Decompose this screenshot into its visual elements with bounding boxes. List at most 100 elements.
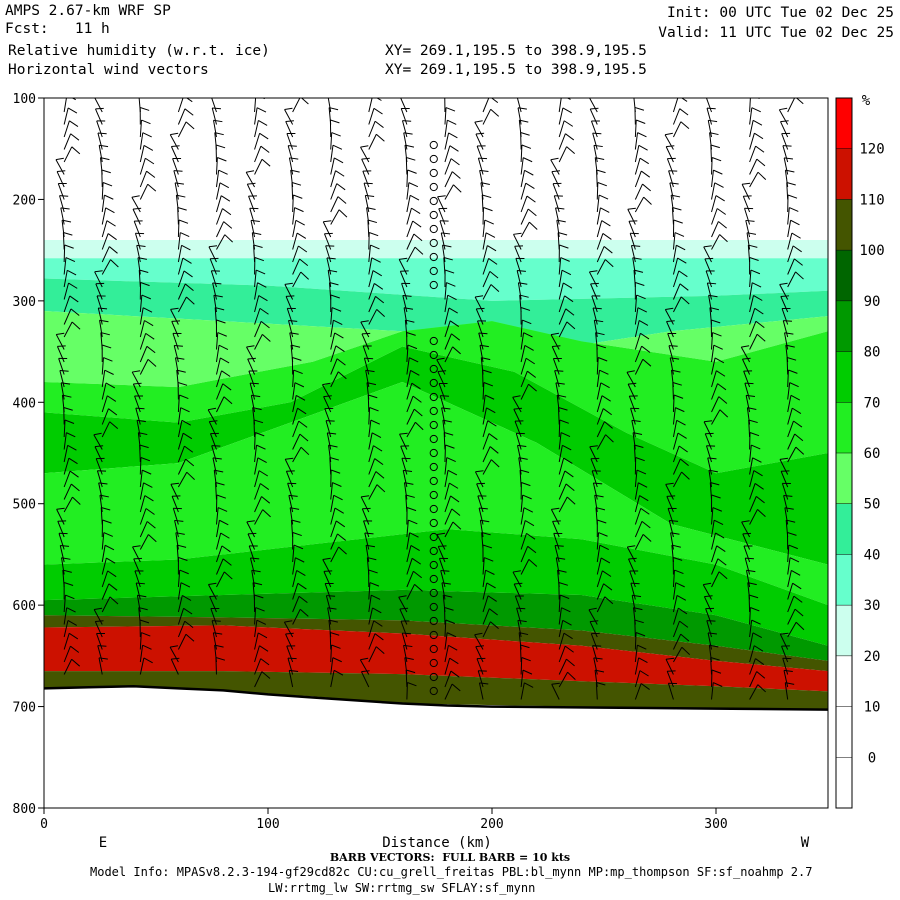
colorbar-label: 10: [864, 700, 881, 716]
wind-barb: [749, 684, 767, 700]
wind-barb: [672, 296, 690, 313]
calm-wind-circle: [429, 462, 438, 472]
wind-barb: [177, 620, 194, 638]
colorbar-label: 100: [859, 243, 884, 259]
calm-wind-circle: [429, 686, 438, 696]
wind-barb: [286, 132, 296, 150]
wind-barb: [254, 158, 271, 175]
wind-barb: [740, 345, 751, 363]
wind-barb: [558, 146, 576, 163]
wind-barb: [628, 557, 637, 575]
wind-barb: [477, 320, 487, 338]
wind-barb: [704, 257, 714, 275]
wind-barb: [787, 98, 804, 113]
wind-barb: [177, 633, 195, 650]
wind-barb: [596, 382, 610, 400]
wind-barb: [330, 669, 344, 688]
wind-barb: [211, 107, 222, 125]
wind-barb: [591, 470, 601, 488]
wind-barb: [365, 369, 375, 388]
wind-barb: [287, 482, 297, 500]
wind-barb: [634, 119, 646, 138]
wind-barb: [596, 369, 609, 388]
x-tick-label: 200: [480, 817, 503, 832]
wind-barb: [406, 194, 420, 213]
wind-barb: [171, 320, 181, 338]
wind-barb: [596, 519, 607, 538]
wind-barb: [482, 284, 500, 300]
wind-barb: [139, 657, 153, 675]
wind-barb: [287, 657, 297, 675]
wind-barb: [292, 433, 309, 450]
calm-wind-circle: [429, 658, 438, 668]
wind-barb: [444, 444, 455, 463]
calm-wind-circle: [429, 280, 438, 290]
wind-barb: [292, 595, 308, 613]
wind-barb: [520, 344, 534, 363]
wind-barb: [668, 520, 679, 538]
rh-band-8: [44, 589, 828, 661]
wind-barb: [481, 194, 492, 213]
wind-barb: [551, 345, 561, 363]
wind-barb: [556, 219, 566, 238]
wind-barb: [292, 532, 302, 550]
wind-barb: [668, 170, 678, 188]
wind-barb: [596, 570, 612, 588]
wind-barb: [517, 619, 527, 638]
wind-barb: [711, 558, 727, 575]
wind-barb: [285, 120, 294, 138]
wind-barb: [96, 632, 105, 650]
calm-wind-circle: [429, 252, 438, 262]
wind-barb: [401, 120, 412, 138]
wind-barb: [254, 145, 270, 163]
wind-barb: [711, 344, 723, 363]
wind-barb: [101, 557, 116, 575]
wind-barb: [711, 545, 726, 563]
wind-barb: [368, 569, 378, 588]
wind-barb: [672, 270, 688, 288]
wind-barb: [406, 408, 423, 425]
wind-barb: [254, 295, 268, 313]
wind-barb: [368, 407, 379, 425]
wind-barb: [749, 607, 760, 625]
barb-vector-note: BARB VECTORS: FULL BARB = 10 kts: [329, 851, 571, 864]
wind-barb: [399, 270, 409, 288]
wind-barb: [474, 295, 484, 313]
wind-barb: [482, 407, 496, 425]
wind-barb: [745, 569, 756, 588]
wind-barb: [330, 644, 341, 663]
wind-barb: [749, 632, 763, 650]
wind-barb: [670, 194, 681, 213]
wind-barb: [444, 145, 459, 163]
wind-barb: [558, 321, 576, 338]
wind-barb: [249, 557, 260, 575]
wind-barb: [482, 98, 499, 113]
calm-wind-circle: [429, 196, 438, 206]
wind-barb: [327, 269, 338, 288]
wind-barb: [482, 433, 498, 450]
wind-barb: [482, 544, 493, 563]
wind-barb: [63, 632, 79, 650]
wind-barb: [215, 319, 226, 338]
wind-barb: [550, 507, 560, 525]
wind-barb: [292, 98, 309, 113]
wind-barb: [63, 257, 76, 275]
wind-barb: [666, 495, 676, 513]
wind-barb: [177, 607, 193, 625]
wind-barb: [784, 507, 794, 525]
wind-barb: [330, 209, 348, 225]
wind-barb: [441, 582, 451, 600]
y-tick-label: 200: [13, 193, 36, 208]
colorbar-segment: [836, 402, 852, 453]
wind-barb: [360, 495, 370, 513]
wind-barb: [780, 470, 790, 488]
wind-barb: [672, 607, 688, 625]
wind-barb: [436, 357, 446, 375]
wind-barb: [330, 533, 347, 550]
wind-barb: [664, 132, 674, 150]
wind-barb: [405, 157, 416, 175]
wind-barb: [292, 207, 304, 225]
wind-barb: [782, 145, 792, 163]
wind-barb: [634, 495, 649, 513]
wind-barb: [591, 295, 601, 313]
